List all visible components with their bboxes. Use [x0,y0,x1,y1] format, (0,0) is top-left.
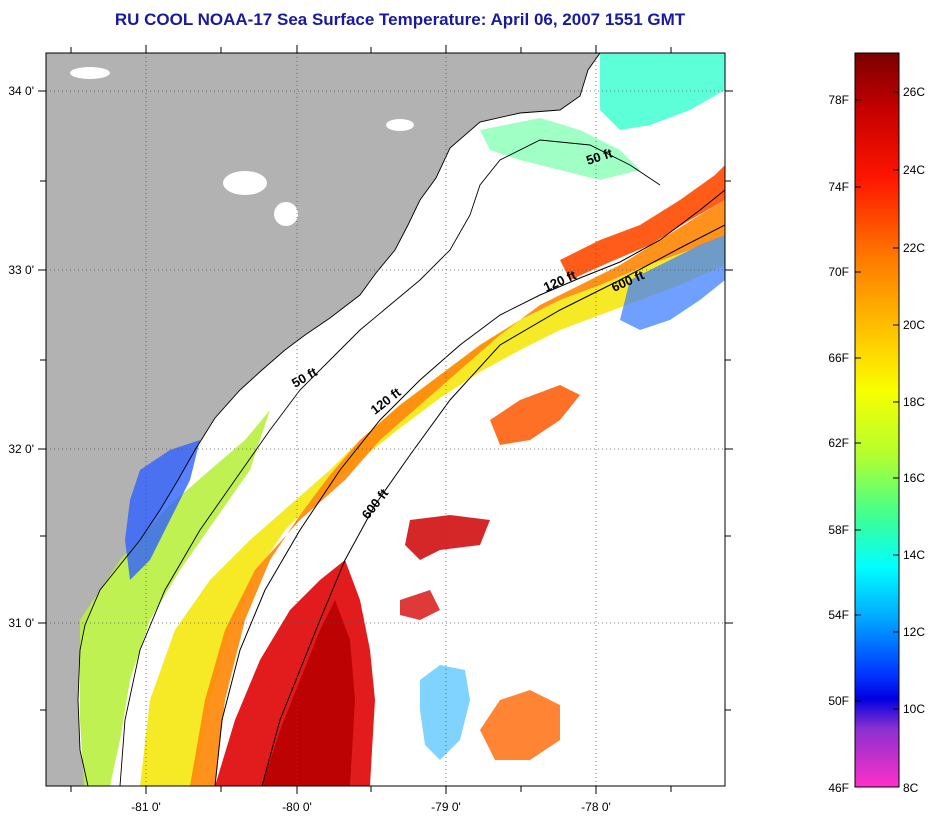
colorbar: 78F 74F 70F 66F 62F 58F 54F 50F 46F 26C … [828,53,925,795]
lon-label-80: -80 0' [282,800,312,814]
colorbar-c-label: 8C [903,781,919,795]
lat-label-34: 34 0' [8,84,34,98]
lon-label-79: -79 0' [431,800,461,814]
colorbar-c-label: 20C [903,318,925,332]
colorbar-c-label: 10C [903,702,925,716]
colorbar-f-label: 66F [828,351,849,365]
colorbar-c-label: 24C [903,163,925,177]
lat-label-33: 33 0' [8,263,34,277]
colorbar-c-label: 16C [903,471,925,485]
colorbar-f-label: 54F [828,608,849,622]
colorbar-f-label: 58F [828,523,849,537]
colorbar-c-label: 18C [903,395,925,409]
colorbar-gradient [855,53,899,787]
lat-label-32: 32 0' [8,442,34,456]
colorbar-f-label: 78F [828,93,849,107]
colorbar-c-label: 14C [903,548,925,562]
colorbar-c-label: 12C [903,625,925,639]
lat-label-31: 31 0' [8,616,34,630]
colorbar-f-label: 46F [828,781,849,795]
lon-label-78: -78 0' [581,800,611,814]
map-panel: 50 ft 120 ft 600 ft 50 ft 120 ft 600 ft [46,53,725,786]
lon-label-81: -81 0' [131,800,161,814]
colorbar-f-label: 50F [828,694,849,708]
colorbar-c-label: 22C [903,241,925,255]
colorbar-c-label: 26C [903,85,925,99]
colorbar-f-label: 62F [828,436,849,450]
colorbar-f-label: 70F [828,265,849,279]
colorbar-f-label: 74F [828,180,849,194]
